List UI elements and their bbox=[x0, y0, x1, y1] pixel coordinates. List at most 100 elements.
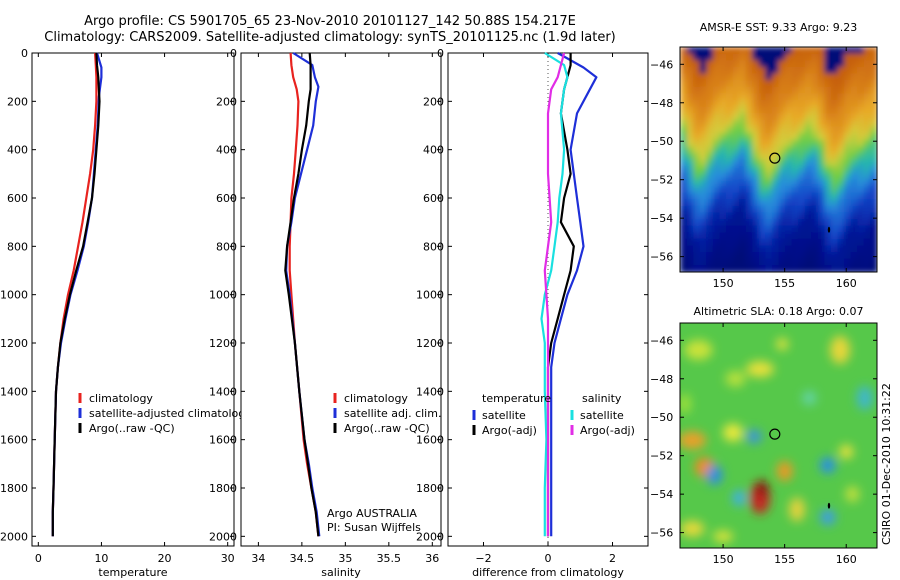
sst-cell bbox=[758, 232, 767, 240]
difference-xtick-label: −2 bbox=[475, 552, 491, 565]
sst-cell bbox=[824, 212, 833, 221]
sst-cell bbox=[712, 106, 721, 115]
sst-cell bbox=[752, 179, 760, 187]
sst-cell bbox=[857, 126, 865, 135]
sst-cell bbox=[778, 225, 787, 234]
sst-cell bbox=[817, 199, 826, 207]
sst-cell bbox=[699, 172, 708, 181]
sla-field bbox=[680, 323, 877, 548]
sst-cell bbox=[857, 53, 865, 62]
sst-cell bbox=[719, 238, 727, 247]
sst-cell bbox=[719, 192, 727, 201]
sst-cell bbox=[811, 53, 819, 62]
sst-cell bbox=[699, 73, 708, 82]
sst-cell bbox=[857, 152, 865, 161]
map-sla: Altimetric SLA: 0.18 Argo: 0.07 −46 −48 −50… bbox=[650, 305, 878, 566]
temperature-xtick-label: 30 bbox=[221, 552, 235, 565]
sst-cell bbox=[693, 159, 701, 168]
sst-cell bbox=[712, 99, 721, 108]
sst-cell bbox=[686, 212, 695, 221]
sst-cell bbox=[745, 146, 754, 154]
sst-cell bbox=[719, 133, 727, 141]
sst-cell bbox=[693, 106, 701, 115]
sst-cell bbox=[752, 60, 760, 68]
sst-cell bbox=[837, 205, 846, 214]
sst-cell bbox=[699, 192, 708, 201]
sst-cell bbox=[725, 219, 734, 227]
sst-cell bbox=[850, 225, 859, 234]
sst-cell bbox=[844, 166, 852, 174]
sst-cell bbox=[811, 199, 819, 207]
sst-cell bbox=[739, 179, 747, 187]
diff-legend-label: Argo(-adj) bbox=[580, 424, 635, 437]
sst-cell bbox=[811, 47, 819, 55]
sst-cell bbox=[739, 133, 747, 141]
sst-cell bbox=[844, 172, 852, 181]
sst-cell bbox=[725, 185, 734, 194]
sst-cell bbox=[791, 86, 800, 95]
sst-cell bbox=[791, 47, 800, 55]
sst-cell bbox=[758, 252, 767, 260]
sst-cell bbox=[811, 192, 819, 201]
sst-cell bbox=[686, 119, 695, 128]
sst-cell bbox=[837, 252, 846, 260]
sst-cell bbox=[844, 113, 852, 121]
sst-cell bbox=[804, 172, 813, 181]
sst-cell bbox=[837, 93, 846, 101]
sst-cell bbox=[831, 166, 839, 174]
sst-cell bbox=[699, 265, 708, 272]
sst-lat-label: −50 bbox=[650, 135, 673, 148]
sst-cell bbox=[686, 172, 695, 181]
sst-cell bbox=[844, 133, 852, 141]
sst-cell bbox=[863, 73, 872, 82]
sst-cell bbox=[831, 199, 839, 207]
sst-cell bbox=[837, 53, 846, 62]
sst-cell bbox=[719, 252, 727, 260]
sst-cell bbox=[870, 99, 877, 108]
sst-cell bbox=[844, 73, 852, 82]
sst-cell bbox=[765, 113, 773, 121]
sst-cell bbox=[785, 53, 793, 62]
sla-anomaly bbox=[713, 530, 734, 543]
sst-cell bbox=[680, 133, 688, 141]
sst-cell bbox=[706, 159, 714, 168]
sst-cell bbox=[870, 66, 877, 75]
sst-cell bbox=[863, 258, 872, 267]
sst-cell bbox=[712, 139, 721, 148]
sst-cell bbox=[804, 258, 813, 267]
sla-anomaly bbox=[856, 386, 873, 410]
sst-cell bbox=[745, 199, 754, 207]
sst-cell bbox=[693, 192, 701, 201]
sst-cell bbox=[850, 185, 859, 194]
sst-cell bbox=[817, 47, 826, 55]
sst-cell bbox=[680, 139, 688, 148]
sst-cell bbox=[863, 245, 872, 254]
panel-difference: 0 200 400 600 800 1000 1200 1400 1600 1800 2000 −2 0… bbox=[416, 47, 649, 579]
sst-cell bbox=[686, 258, 695, 267]
sst-cell bbox=[719, 99, 727, 108]
sst-cell bbox=[699, 166, 708, 174]
sst-cell bbox=[824, 106, 833, 115]
sst-cell bbox=[857, 258, 865, 267]
sst-cell bbox=[745, 119, 754, 128]
sst-cell bbox=[739, 66, 747, 75]
sst-cell bbox=[771, 80, 780, 88]
sst-cell bbox=[844, 53, 852, 62]
sla-lat-label: −54 bbox=[650, 488, 673, 501]
sst-cell bbox=[778, 66, 787, 75]
salinity-legend-label: climatology bbox=[344, 392, 408, 405]
sst-cell bbox=[693, 60, 701, 68]
sst-lat-label: −56 bbox=[650, 251, 673, 264]
sst-cell bbox=[804, 185, 813, 194]
sst-cell bbox=[817, 192, 826, 201]
sst-cell bbox=[817, 159, 826, 168]
sst-cell bbox=[791, 126, 800, 135]
sst-cell bbox=[706, 60, 714, 68]
sst-cell bbox=[831, 238, 839, 247]
sst-cell bbox=[804, 60, 813, 68]
salinity-xtick-label: 36 bbox=[425, 552, 439, 565]
sst-cell bbox=[725, 73, 734, 82]
sst-cell bbox=[732, 146, 741, 154]
sst-island bbox=[827, 226, 831, 233]
sst-cell bbox=[693, 99, 701, 108]
